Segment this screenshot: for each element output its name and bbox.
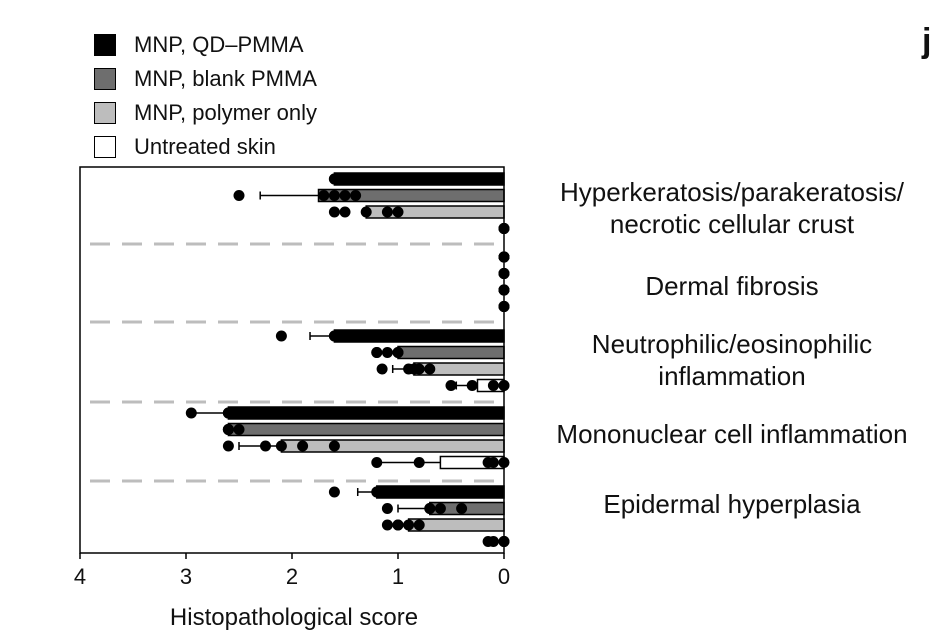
data-point [371, 347, 383, 358]
legend-label: Untreated skin [134, 134, 276, 159]
x-ticks: 4 3 2 1 0 [74, 553, 510, 589]
data-point [297, 440, 309, 452]
data-point [392, 206, 404, 218]
category-label-line: necrotic cellular crust [609, 209, 855, 239]
data-point [381, 486, 393, 498]
category-label-line: Hyperkeratosis/parakeratosis/ [560, 177, 904, 207]
category-separators [90, 242, 500, 483]
x-tick-label: 4 [74, 564, 86, 589]
data-point [222, 424, 234, 435]
data-point [328, 330, 340, 342]
category-label-line: Dermal fibrosis [645, 271, 819, 301]
data-point [445, 380, 457, 391]
data-point [392, 519, 404, 531]
data-point [350, 173, 362, 185]
bar [227, 406, 505, 420]
data-point [403, 519, 415, 531]
data-point [424, 503, 436, 514]
data-point [339, 173, 351, 185]
data-point [185, 407, 197, 419]
data-point [392, 486, 404, 498]
data-point [371, 486, 383, 498]
category-label-hyperkeratosis: Hyperkeratosis/parakeratosis/ necrotic c… [534, 176, 930, 240]
data-point [275, 330, 287, 342]
data-point [275, 440, 287, 452]
data-point [413, 363, 425, 375]
data-point [328, 440, 340, 452]
legend-label: MNP, blank PMMA [134, 66, 317, 91]
data-point [233, 190, 245, 201]
data-point [355, 330, 367, 342]
data-point [339, 330, 351, 342]
data-point [350, 190, 362, 201]
data-point [381, 347, 393, 358]
bars-layer [227, 172, 505, 532]
legend-label: MNP, QD–PMMA [134, 32, 304, 57]
data-point [328, 173, 340, 185]
data-point [376, 363, 388, 375]
panel-letter: j [922, 22, 932, 60]
data-point [328, 206, 340, 218]
data-point [413, 457, 425, 468]
category-label-line: inflammation [658, 361, 806, 391]
data-point [434, 503, 446, 514]
data-point [424, 363, 436, 375]
category-label-mononuclear: Mononuclear cell inflammation [534, 418, 930, 450]
category-label-line: Neutrophilic/eosinophilic [591, 329, 873, 359]
x-tick-label: 3 [180, 564, 192, 589]
legend-swatch-blank-pmma [94, 68, 116, 90]
legend-label: MNP, polymer only [134, 100, 317, 125]
bar [227, 422, 505, 437]
data-point [413, 519, 425, 531]
category-label-epidermal: Epidermal hyperplasia [534, 488, 930, 520]
data-point [260, 440, 271, 452]
data-point [339, 206, 351, 218]
data-point [487, 536, 499, 547]
data-point [318, 190, 330, 201]
data-point [403, 363, 415, 375]
data-point [487, 380, 499, 391]
x-axis-label: Histopathological score [170, 604, 418, 631]
data-point [466, 380, 478, 391]
legend-swatch-polymer-only [94, 102, 116, 124]
data-point [233, 424, 245, 435]
legend-swatch-qd-pmma [94, 34, 116, 56]
data-point [456, 503, 468, 514]
data-point [381, 503, 393, 514]
data-point [381, 519, 393, 531]
data-point [381, 206, 393, 218]
data-point [392, 347, 404, 358]
data-point [482, 457, 494, 468]
data-point [339, 190, 351, 201]
data-point [360, 206, 372, 218]
data-point [328, 486, 340, 498]
x-tick-label: 0 [498, 564, 510, 589]
bar [397, 345, 505, 360]
bar [280, 439, 505, 453]
legend-swatch-untreated [94, 136, 116, 158]
category-label-dermal-fibrosis: Dermal fibrosis [534, 270, 930, 302]
data-point [371, 457, 383, 468]
data-point [328, 190, 340, 201]
data-point [222, 440, 234, 452]
x-tick-label: 2 [286, 564, 298, 589]
data-point [222, 407, 234, 419]
category-label-line: Mononuclear cell inflammation [556, 419, 908, 449]
category-label-neutrophilic: Neutrophilic/eosinophilic inflammation [534, 328, 930, 392]
x-tick-label: 1 [392, 564, 404, 589]
category-label-line: Epidermal hyperplasia [603, 489, 861, 519]
